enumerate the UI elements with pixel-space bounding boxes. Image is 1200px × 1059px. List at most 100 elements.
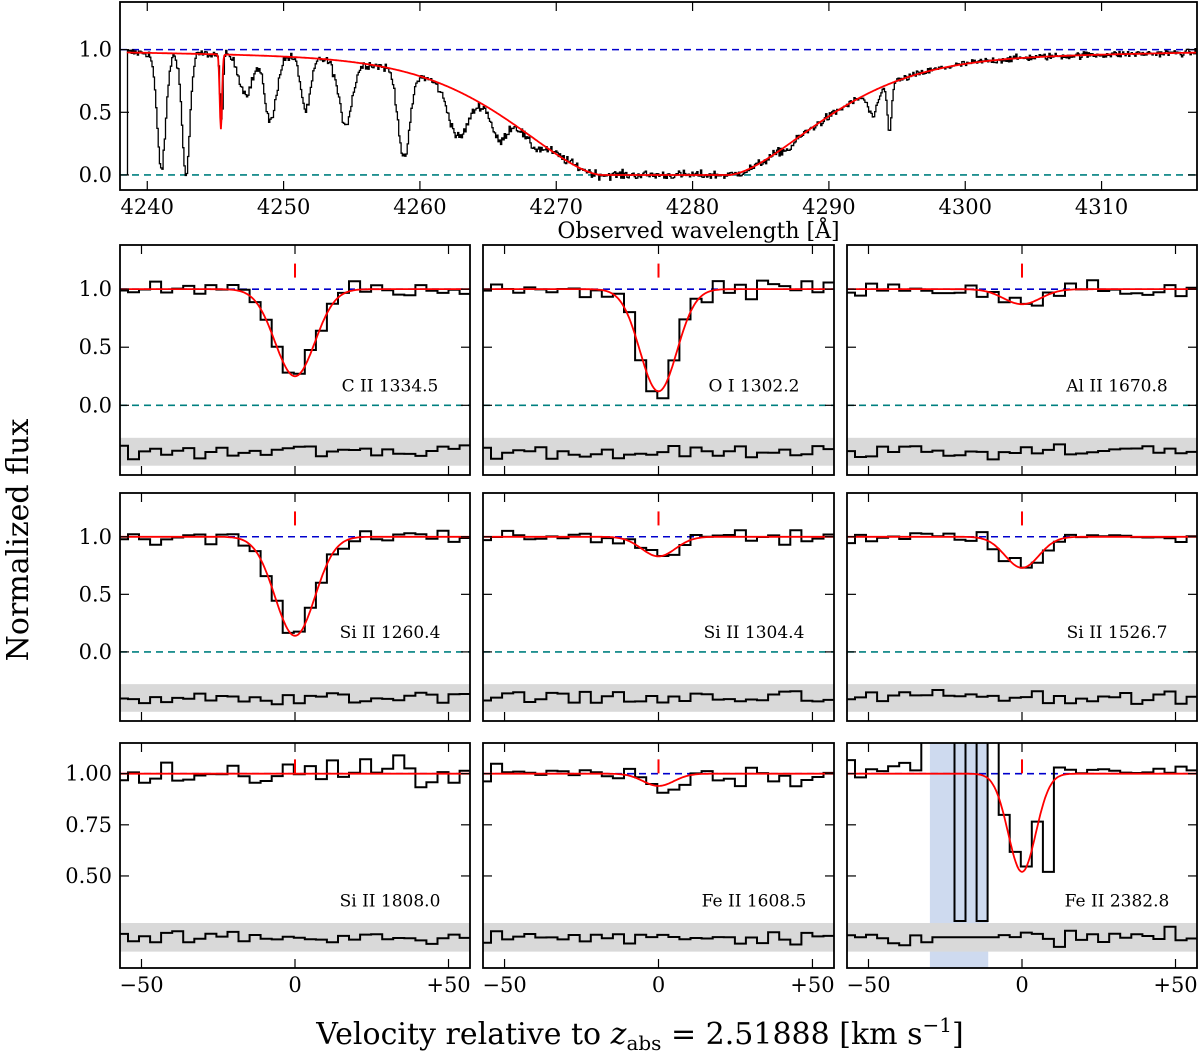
voigt-model — [847, 535, 1197, 569]
x-tick-label: 4310 — [1075, 195, 1128, 219]
y-tick-label: 0.0 — [79, 640, 112, 664]
panel-plot-area — [483, 511, 834, 712]
axes-frame — [482, 492, 835, 722]
panel-sii1: 0.0 0.5 1.0 Si II 1260.4 — [79, 492, 471, 722]
x-axis-label-end: ] — [952, 1017, 964, 1052]
residual-band — [120, 437, 470, 466]
y-tick-label: 0.0 — [79, 163, 112, 187]
x-tick-label: 0 — [288, 973, 301, 997]
x-tick-label: 4270 — [530, 195, 583, 219]
x-tick-label: 0 — [1015, 973, 1028, 997]
residual-band — [847, 437, 1197, 466]
residual-band — [483, 684, 834, 712]
y-tick-label: 0.5 — [79, 335, 112, 359]
flux-data — [483, 762, 834, 794]
x-tick-label: −50 — [846, 973, 890, 997]
y-tick-label: 0.5 — [79, 582, 112, 606]
panel-sii4: −50 0 +50 0.50 0.75 1.00 Si II 1808.0 — [65, 742, 471, 997]
residual-data — [120, 930, 470, 945]
x-axis-label-var: z — [610, 1017, 627, 1052]
y-tick-label: 0.75 — [65, 813, 112, 837]
residual-data — [120, 444, 470, 461]
x-tick-label: −50 — [119, 973, 163, 997]
residual-data — [847, 443, 1197, 461]
x-tick-label: 4290 — [802, 195, 855, 219]
panel-alii: Al II 1670.8 — [846, 244, 1198, 476]
ion-label: O I 1302.2 — [709, 376, 800, 396]
dla-model — [126, 51, 1197, 176]
residual-band — [847, 923, 1197, 952]
panel-cii: 0.0 0.5 1.0 C II 1334.5 — [79, 244, 471, 476]
panel-oi: O I 1302.2 — [482, 244, 835, 476]
panel-plot-area — [483, 263, 834, 466]
x-tick-label: 4280 — [666, 195, 719, 219]
y-tick-label: 1.0 — [79, 277, 112, 301]
x-tick-label: 0 — [652, 973, 665, 997]
panel-plot-area — [847, 511, 1197, 712]
residual-data — [483, 445, 834, 460]
overview-panel: 4240 4250 4260 4270 4280 4290 4300 4310 0.0 0.5 1.… — [79, 1, 1198, 244]
x-tick-label: +50 — [1153, 973, 1197, 997]
axes-frame — [482, 742, 835, 969]
axes-frame — [846, 492, 1198, 722]
ion-label: C II 1334.5 — [342, 376, 439, 396]
overview-x-label: Observed wavelength [Å] — [557, 216, 839, 244]
panel-plot-area — [120, 511, 470, 712]
axes-frame — [846, 244, 1198, 476]
panel-plot-area — [483, 759, 834, 952]
x-tick-label: 4250 — [257, 195, 310, 219]
x-tick-label: +50 — [790, 973, 834, 997]
ion-label: Fe II 1608.5 — [702, 892, 807, 912]
voigt-model — [483, 772, 834, 787]
panel-sii2: Si II 1304.4 — [482, 492, 835, 722]
x-tick-label: 4260 — [393, 195, 446, 219]
y-axis-label: Normalized flux — [1, 419, 36, 662]
flux-data — [483, 529, 834, 557]
residual-data — [847, 689, 1197, 705]
x-axis-label-sup: −1 — [923, 1013, 952, 1037]
x-tick-label: 4240 — [121, 195, 174, 219]
voigt-model — [847, 288, 1197, 306]
y-tick-label: 1.0 — [79, 38, 112, 62]
spectrum-data — [126, 48, 1197, 181]
x-axis-label-prefix: Velocity relative to — [315, 1017, 610, 1052]
overview-plot-area — [120, 48, 1197, 181]
residual-data — [120, 691, 470, 706]
axes-frame — [119, 244, 471, 476]
y-tick-label: 0.0 — [79, 393, 112, 417]
residual-data — [847, 925, 1197, 948]
panel-feii2: −50 0 +50 Fe II 2382.8 — [846, 742, 1198, 997]
x-axis-label-suffix: = 2.51888 [km s — [661, 1017, 922, 1052]
voigt-model — [847, 772, 1197, 873]
y-tick-label: 0.50 — [65, 864, 112, 888]
axes-frame — [119, 492, 471, 722]
y-tick-label: 0.5 — [79, 100, 112, 124]
flux-data — [120, 529, 470, 634]
ion-label: Si II 1526.7 — [1067, 623, 1168, 643]
voigt-model — [483, 535, 834, 558]
ion-label: Fe II 2382.8 — [1065, 892, 1170, 912]
panel-sii3: Si II 1526.7 — [846, 492, 1198, 722]
residual-data — [483, 930, 834, 946]
flux-data — [120, 754, 470, 789]
axes-frame — [119, 742, 471, 969]
axes-frame — [846, 742, 1198, 969]
voigt-model — [483, 288, 834, 393]
ion-label: Si II 1260.4 — [340, 623, 441, 643]
panels-group: 4240 4250 4260 4270 4280 4290 4300 4310 0.0 0.5 1.… — [65, 1, 1198, 997]
voigt-model — [120, 535, 470, 637]
voigt-model — [120, 288, 470, 378]
axes-frame — [119, 1, 1198, 191]
panel-plot-area — [847, 743, 1197, 968]
x-tick-label: 4300 — [939, 195, 992, 219]
ion-label: Al II 1670.8 — [1065, 376, 1167, 396]
x-tick-label: +50 — [426, 973, 470, 997]
x-axis-label: Velocity relative to zabs = 2.51888 [km … — [315, 1013, 963, 1055]
panel-feii1: −50 0 +50 Fe II 1608.5 — [482, 742, 835, 997]
axes-frame — [482, 244, 835, 476]
panel-plot-area — [120, 754, 470, 952]
flux-data — [847, 279, 1197, 307]
ion-label: Si II 1808.0 — [340, 892, 441, 912]
residual-data — [483, 690, 834, 704]
